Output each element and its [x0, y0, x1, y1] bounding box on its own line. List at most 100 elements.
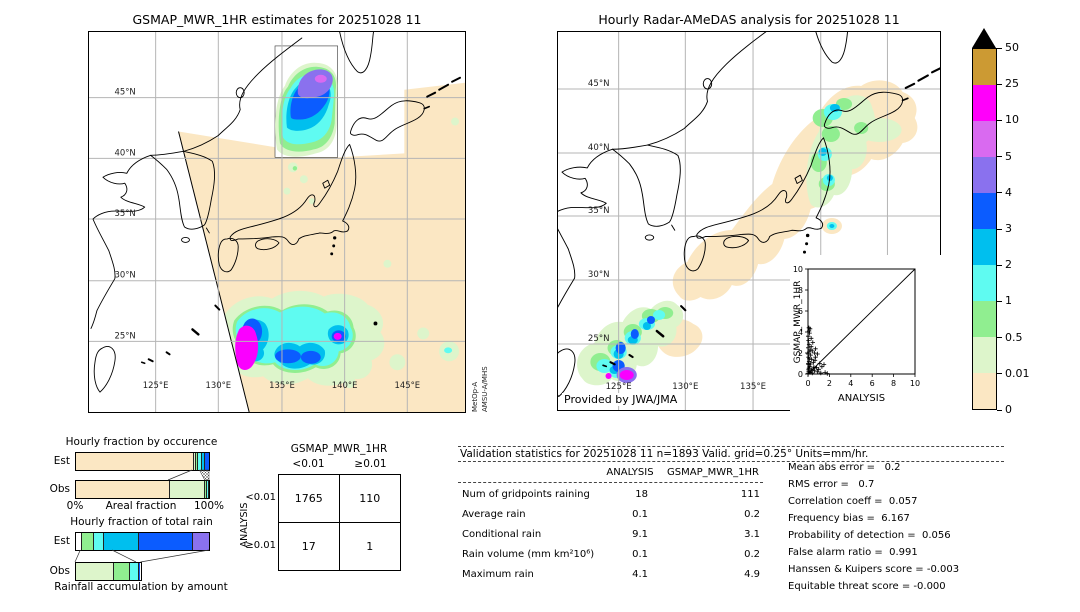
contingency-title: GSMAP_MWR_1HR — [290, 443, 388, 455]
stat-row: Num of gridpoints raining 18 111 — [462, 489, 760, 500]
score-line: Probability of detection = 0.056 — [788, 530, 951, 541]
colorbar-over-arrow — [972, 28, 996, 48]
left-map-canvas: 45°N 40°N 35°N 30°N 25°N 125°E 130°E 135… — [89, 30, 465, 413]
svg-text:10: 10 — [793, 265, 803, 274]
svg-text:40°N: 40°N — [588, 143, 610, 153]
stats-divider-top — [458, 446, 1004, 447]
occurrence-chart-title: Hourly fraction by occurence — [65, 436, 218, 448]
score-line: False alarm ratio = 0.991 — [788, 547, 918, 558]
svg-text:45°N: 45°N — [588, 79, 610, 89]
occurrence-est-bar — [75, 452, 210, 471]
occurrence-obs-label: Obs — [49, 483, 70, 495]
stats-col-analysis: ANALYSIS — [606, 467, 654, 478]
sensor-label: MetOp-A AMSU-A/MHS — [471, 366, 490, 412]
svg-text:6: 6 — [798, 307, 803, 316]
svg-text:130°E: 130°E — [672, 382, 698, 392]
svg-text:4: 4 — [798, 328, 803, 337]
svg-text:30°N: 30°N — [114, 270, 135, 280]
totalrain-obs-label: Obs — [49, 565, 70, 577]
contingency-cell-00: 1765 — [279, 475, 340, 523]
stat-row: Maximum rain 4.1 4.9 — [462, 569, 760, 580]
svg-text:35°N: 35°N — [114, 208, 135, 218]
svg-text:140°E: 140°E — [332, 380, 358, 390]
svg-text:0: 0 — [805, 379, 810, 388]
stats-col-gsmap: GSMAP_MWR_1HR — [667, 467, 759, 478]
occurrence-est-label: Est — [53, 455, 70, 467]
right-map-canvas: 45°N 40°N 35°N 30°N 25°N 125°E 130°E 135… — [548, 19, 942, 410]
scatter-inset: 0 0 2 2 4 4 6 6 8 8 10 10 GSMAP_MWR_1HR ANALYSIS — [790, 255, 942, 411]
left-map-gridlines — [89, 32, 465, 412]
right-map-rain — [577, 80, 918, 386]
occurrence-x0: 0% — [66, 500, 84, 512]
score-line: Hanssen & Kuipers score = -0.003 — [788, 564, 960, 575]
svg-text:35°N: 35°N — [588, 206, 610, 216]
svg-text:25°N: 25°N — [114, 330, 135, 340]
totalrain-obs-bar — [75, 562, 142, 581]
left-map-title: GSMAP_MWR_1HR estimates for 20251028 11 — [132, 12, 422, 27]
svg-text:135°E: 135°E — [269, 380, 295, 390]
score-line: Frequency bias = 6.167 — [788, 513, 910, 524]
score-line: Mean abs error = 0.2 — [788, 462, 901, 473]
svg-text:2: 2 — [827, 379, 832, 388]
stats-rows: Num of gridpoints raining 18 111 Average ra… — [458, 486, 763, 586]
colorbar-scale — [972, 48, 997, 410]
svg-text:40°N: 40°N — [114, 147, 135, 157]
svg-text:4: 4 — [848, 379, 853, 388]
contingency-row-label-lt: <0.01 — [245, 492, 276, 503]
svg-text:0: 0 — [798, 370, 803, 379]
left-map-panel: 45°N 40°N 35°N 30°N 25°N 125°E 130°E 135… — [88, 30, 466, 413]
stats-divider-cols — [458, 482, 763, 483]
scatter-points — [806, 325, 830, 376]
stats-divider-mid — [458, 461, 1004, 462]
svg-text:135°E: 135°E — [740, 382, 766, 392]
left-map-south-rain — [221, 117, 460, 389]
svg-text:45°N: 45°N — [114, 87, 135, 97]
svg-text:130°E: 130°E — [205, 380, 231, 390]
score-line: Correlation coeff = 0.057 — [788, 496, 918, 507]
totalrain-chart-title: Hourly fraction of total rain — [70, 516, 213, 528]
svg-text:125°E: 125°E — [143, 380, 169, 390]
occurrence-obs-bar — [75, 480, 210, 499]
left-map-north-rain — [275, 62, 338, 157]
right-map-title: Hourly Radar-AMeDAS analysis for 2025102… — [598, 12, 900, 27]
contingency-col-label-ge: ≥0.01 — [354, 458, 387, 470]
score-line: Equitable threat score = -0.000 — [788, 581, 946, 592]
right-map-panel: 45°N 40°N 35°N 30°N 25°N 125°E 130°E 135… — [548, 19, 942, 411]
occurrence-xlabel: Areal fraction — [105, 500, 177, 512]
svg-text:8: 8 — [798, 286, 803, 295]
svg-text:8: 8 — [891, 379, 896, 388]
svg-text:25°N: 25°N — [588, 334, 610, 344]
svg-text:145°E: 145°E — [394, 380, 420, 390]
stats-header: Validation statistics for 20251028 11 n=… — [460, 448, 869, 460]
score-line: RMS error = 0.7 — [788, 479, 875, 490]
left-map-light-cells — [283, 162, 315, 205]
contingency-row-label-ge: ≥0.01 — [245, 540, 276, 551]
right-map-tick-labels: 45°N 40°N 35°N 30°N 25°N 125°E 130°E 135… — [588, 79, 766, 392]
swath-edge-line — [178, 131, 250, 413]
contingency-cell-11: 1 — [366, 539, 374, 553]
colorbar: 0 0.01 0.5 1 2 3 4 5 10 25 50 — [972, 28, 1080, 418]
stat-row: Conditional rain 9.1 3.1 — [462, 529, 760, 540]
scatter-ylabel: GSMAP_MWR_1HR — [793, 280, 803, 364]
totalrain-est-label: Est — [53, 535, 70, 547]
contingency-table: 1765 110 17 1 — [278, 474, 401, 571]
scatter-ticks: 00 2 2 4 4 6 6 8 8 10 10 — [793, 265, 920, 388]
svg-text:6: 6 — [870, 379, 875, 388]
svg-text:125°E: 125°E — [606, 382, 632, 392]
svg-text:30°N: 30°N — [588, 270, 610, 280]
svg-text:2: 2 — [798, 349, 803, 358]
scatter-xlabel: ANALYSIS — [837, 393, 886, 404]
left-map-tick-labels: 45°N 40°N 35°N 30°N 25°N 125°E 130°E 135… — [114, 87, 420, 390]
contingency-cell-10: 17 — [279, 522, 340, 570]
contingency-col-label-lt: <0.01 — [292, 458, 325, 470]
identity-line — [807, 268, 916, 375]
stat-row: Rain volume (mm km²10⁶) 0.1 0.2 — [462, 549, 760, 560]
totalrain-xlabel: Rainfall accumulation by amount — [54, 581, 228, 593]
scatter-canvas: 00 2 2 4 4 6 6 8 8 10 10 — [793, 265, 920, 388]
score-lines: Mean abs error = 0.2 RMS error = 0.7 Corre… — [788, 462, 1080, 598]
right-map-gridlines — [558, 32, 940, 410]
occurrence-x100: 100% — [193, 500, 225, 512]
contingency-cell-01: 110 — [339, 475, 400, 523]
credit-text: Provided by JWA/JMA — [562, 393, 680, 406]
